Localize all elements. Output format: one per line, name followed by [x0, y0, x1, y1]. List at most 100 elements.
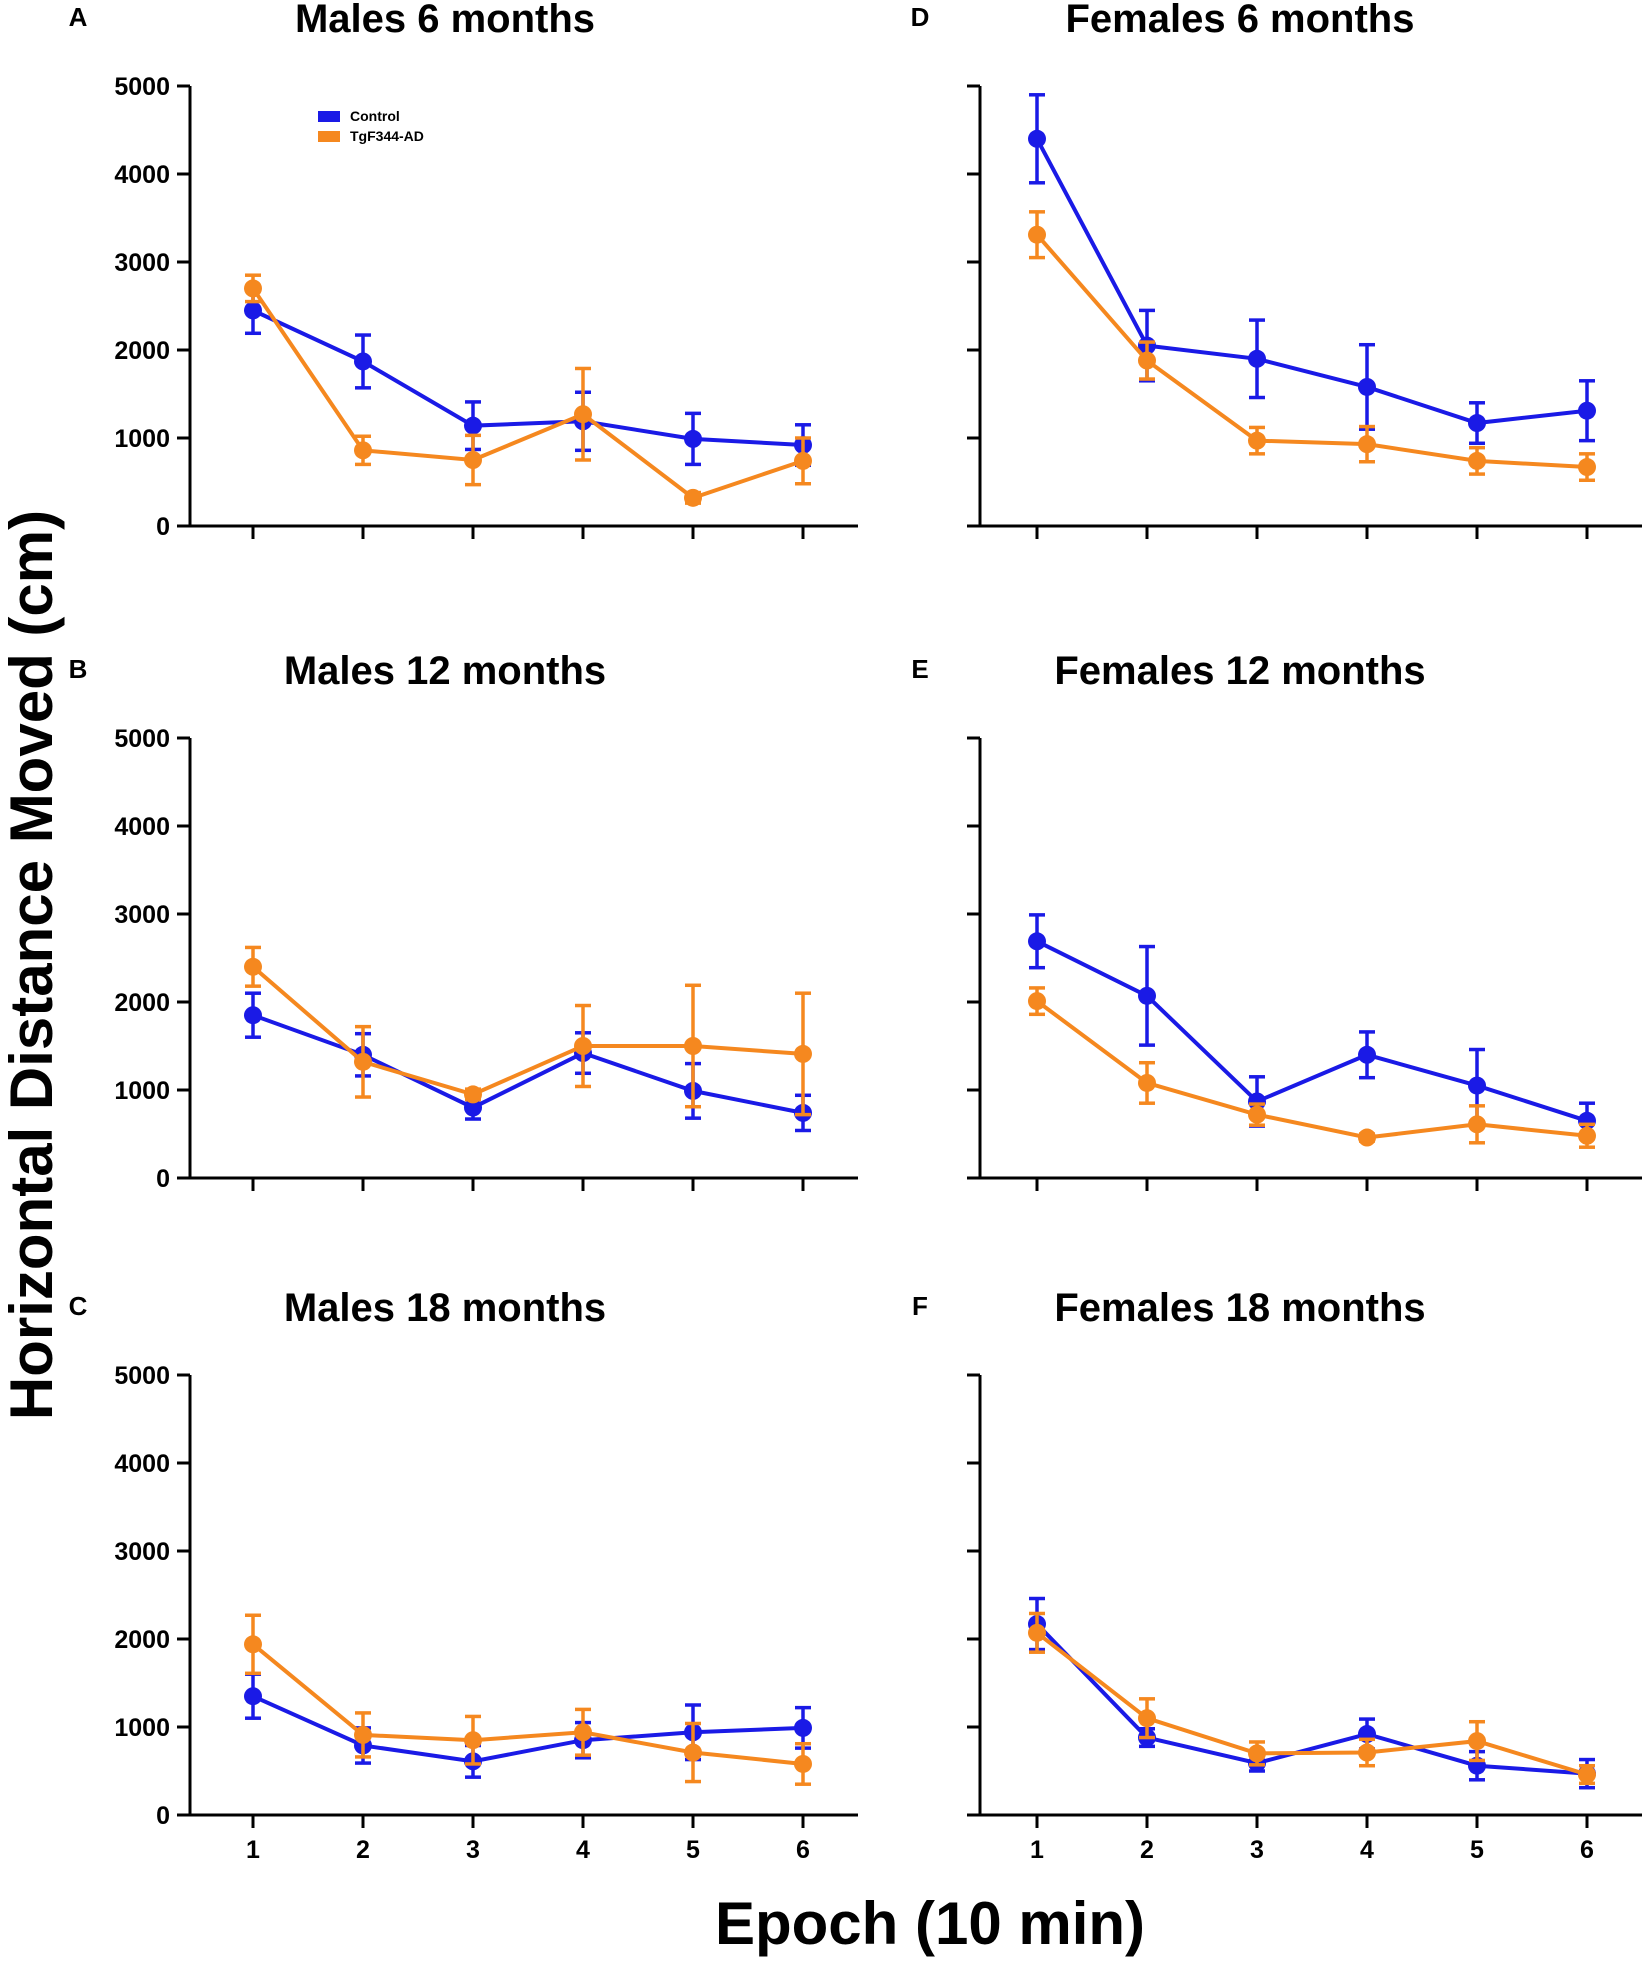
series-tgf344-ad	[1028, 210, 1596, 482]
data-point	[1138, 1709, 1156, 1728]
series-line	[251, 1642, 804, 1766]
series-line	[1035, 233, 1588, 470]
panel-title: Females 18 months	[1054, 1286, 1425, 1330]
data-point	[354, 1052, 372, 1071]
legend-label: TgF344-AD	[350, 128, 424, 144]
series-control	[244, 991, 812, 1133]
data-point	[684, 429, 702, 448]
data-point	[244, 1006, 262, 1025]
panel-title: Females 6 months	[1065, 0, 1414, 41]
x-tick-label: 2	[356, 1836, 370, 1864]
series-tgf344-ad	[1028, 1611, 1596, 1786]
series-line	[1035, 137, 1588, 426]
y-tick-label: 4000	[114, 161, 170, 189]
data-point	[1358, 1045, 1376, 1064]
data-point	[1468, 1115, 1486, 1134]
data-point	[244, 957, 262, 976]
legend-swatch	[318, 111, 340, 122]
series-tgf344-ad	[244, 1613, 812, 1786]
data-point	[684, 1037, 702, 1055]
data-point	[1358, 1128, 1376, 1147]
data-point	[794, 1754, 812, 1773]
data-point	[1578, 1126, 1596, 1145]
panel-letter: F	[912, 1291, 928, 1321]
data-point	[574, 1037, 592, 1055]
data-point	[464, 451, 482, 469]
series-control	[244, 1672, 812, 1779]
series-line	[252, 1013, 804, 1115]
data-point	[1248, 431, 1266, 450]
panel-title: Males 6 months	[295, 0, 595, 41]
panel-c: C Males 18 months 0 1000 2000 3000 4000 5000 1 2 3…	[69, 1286, 858, 1864]
data-point	[1028, 225, 1046, 244]
panel-title: Males 18 months	[284, 1286, 606, 1330]
series-control	[1028, 93, 1596, 446]
panel-letter: E	[911, 654, 928, 684]
data-point	[244, 1687, 262, 1706]
series-line	[1036, 939, 1588, 1123]
y-axis-label: Horizontal Distance Moved (cm)	[0, 510, 65, 1420]
y-tick-label: 5000	[114, 73, 170, 101]
x-tick-label: 3	[466, 1836, 480, 1864]
panel-letter: C	[69, 1291, 88, 1321]
y-tick-label: 3000	[114, 901, 170, 929]
data-point	[684, 488, 702, 507]
series-line	[252, 308, 804, 448]
y-tick-label: 4000	[114, 1450, 170, 1478]
panel-d: D Females 6 months	[911, 0, 1642, 539]
data-point	[1138, 1073, 1156, 1092]
x-tick-label: 4	[1360, 1836, 1374, 1864]
data-point	[1578, 401, 1596, 420]
x-tick-label: 6	[796, 1836, 810, 1864]
y-tick-label: 2000	[114, 1626, 170, 1654]
data-point	[1468, 414, 1486, 433]
y-tick-label: 5000	[114, 725, 170, 753]
series-line	[1035, 1631, 1588, 1777]
x-tick-label: 1	[246, 1836, 260, 1864]
data-point	[244, 1635, 262, 1654]
data-point	[464, 1085, 482, 1104]
y-tick-label: 3000	[114, 1538, 170, 1566]
data-point	[1358, 435, 1376, 454]
legend-swatch	[318, 131, 340, 142]
data-point	[464, 1098, 482, 1117]
series-line	[251, 287, 804, 501]
data-point	[1248, 1092, 1266, 1111]
series-line	[251, 965, 804, 1097]
data-point	[794, 1044, 812, 1063]
data-point	[1028, 992, 1046, 1011]
panel-letter: A	[69, 2, 88, 32]
data-point	[1028, 129, 1046, 148]
data-point	[1578, 1765, 1596, 1784]
y-tick-label: 1000	[114, 1714, 170, 1742]
series-tgf344-ad	[244, 273, 812, 507]
x-tick-label: 2	[1140, 1836, 1154, 1864]
panel-letter: D	[911, 2, 930, 32]
panel-title: Males 12 months	[284, 649, 606, 693]
data-point	[354, 1725, 372, 1744]
y-tick-label: 5000	[114, 1362, 170, 1390]
y-tick-label: 1000	[114, 425, 170, 453]
data-point	[1468, 1732, 1486, 1751]
data-point	[1358, 1743, 1376, 1762]
data-point	[1468, 1076, 1486, 1095]
data-point	[684, 1743, 702, 1762]
x-axis-label: Epoch (10 min)	[715, 1890, 1145, 1957]
x-tick-label: 5	[686, 1836, 700, 1864]
y-tick-label: 0	[156, 1802, 170, 1830]
data-point	[1248, 349, 1266, 368]
panel-title: Females 12 months	[1054, 649, 1425, 693]
series-control	[1028, 913, 1596, 1141]
series-tgf344-ad	[244, 945, 812, 1117]
data-point	[1138, 351, 1156, 370]
data-point	[354, 352, 372, 371]
panel-a: A Males 6 months 0 1000 2000 3000 4000 5000 Cont…	[69, 0, 858, 541]
data-point	[574, 405, 592, 424]
panel-letter: B	[69, 654, 88, 684]
y-tick-label: 0	[156, 513, 170, 541]
x-tick-label: 5	[1470, 1836, 1484, 1864]
y-tick-label: 2000	[114, 337, 170, 365]
data-point	[1468, 451, 1486, 470]
panel-b: B Males 12 months 0 1000 2000 3000 4000 5000	[69, 649, 858, 1193]
data-point	[794, 451, 812, 470]
